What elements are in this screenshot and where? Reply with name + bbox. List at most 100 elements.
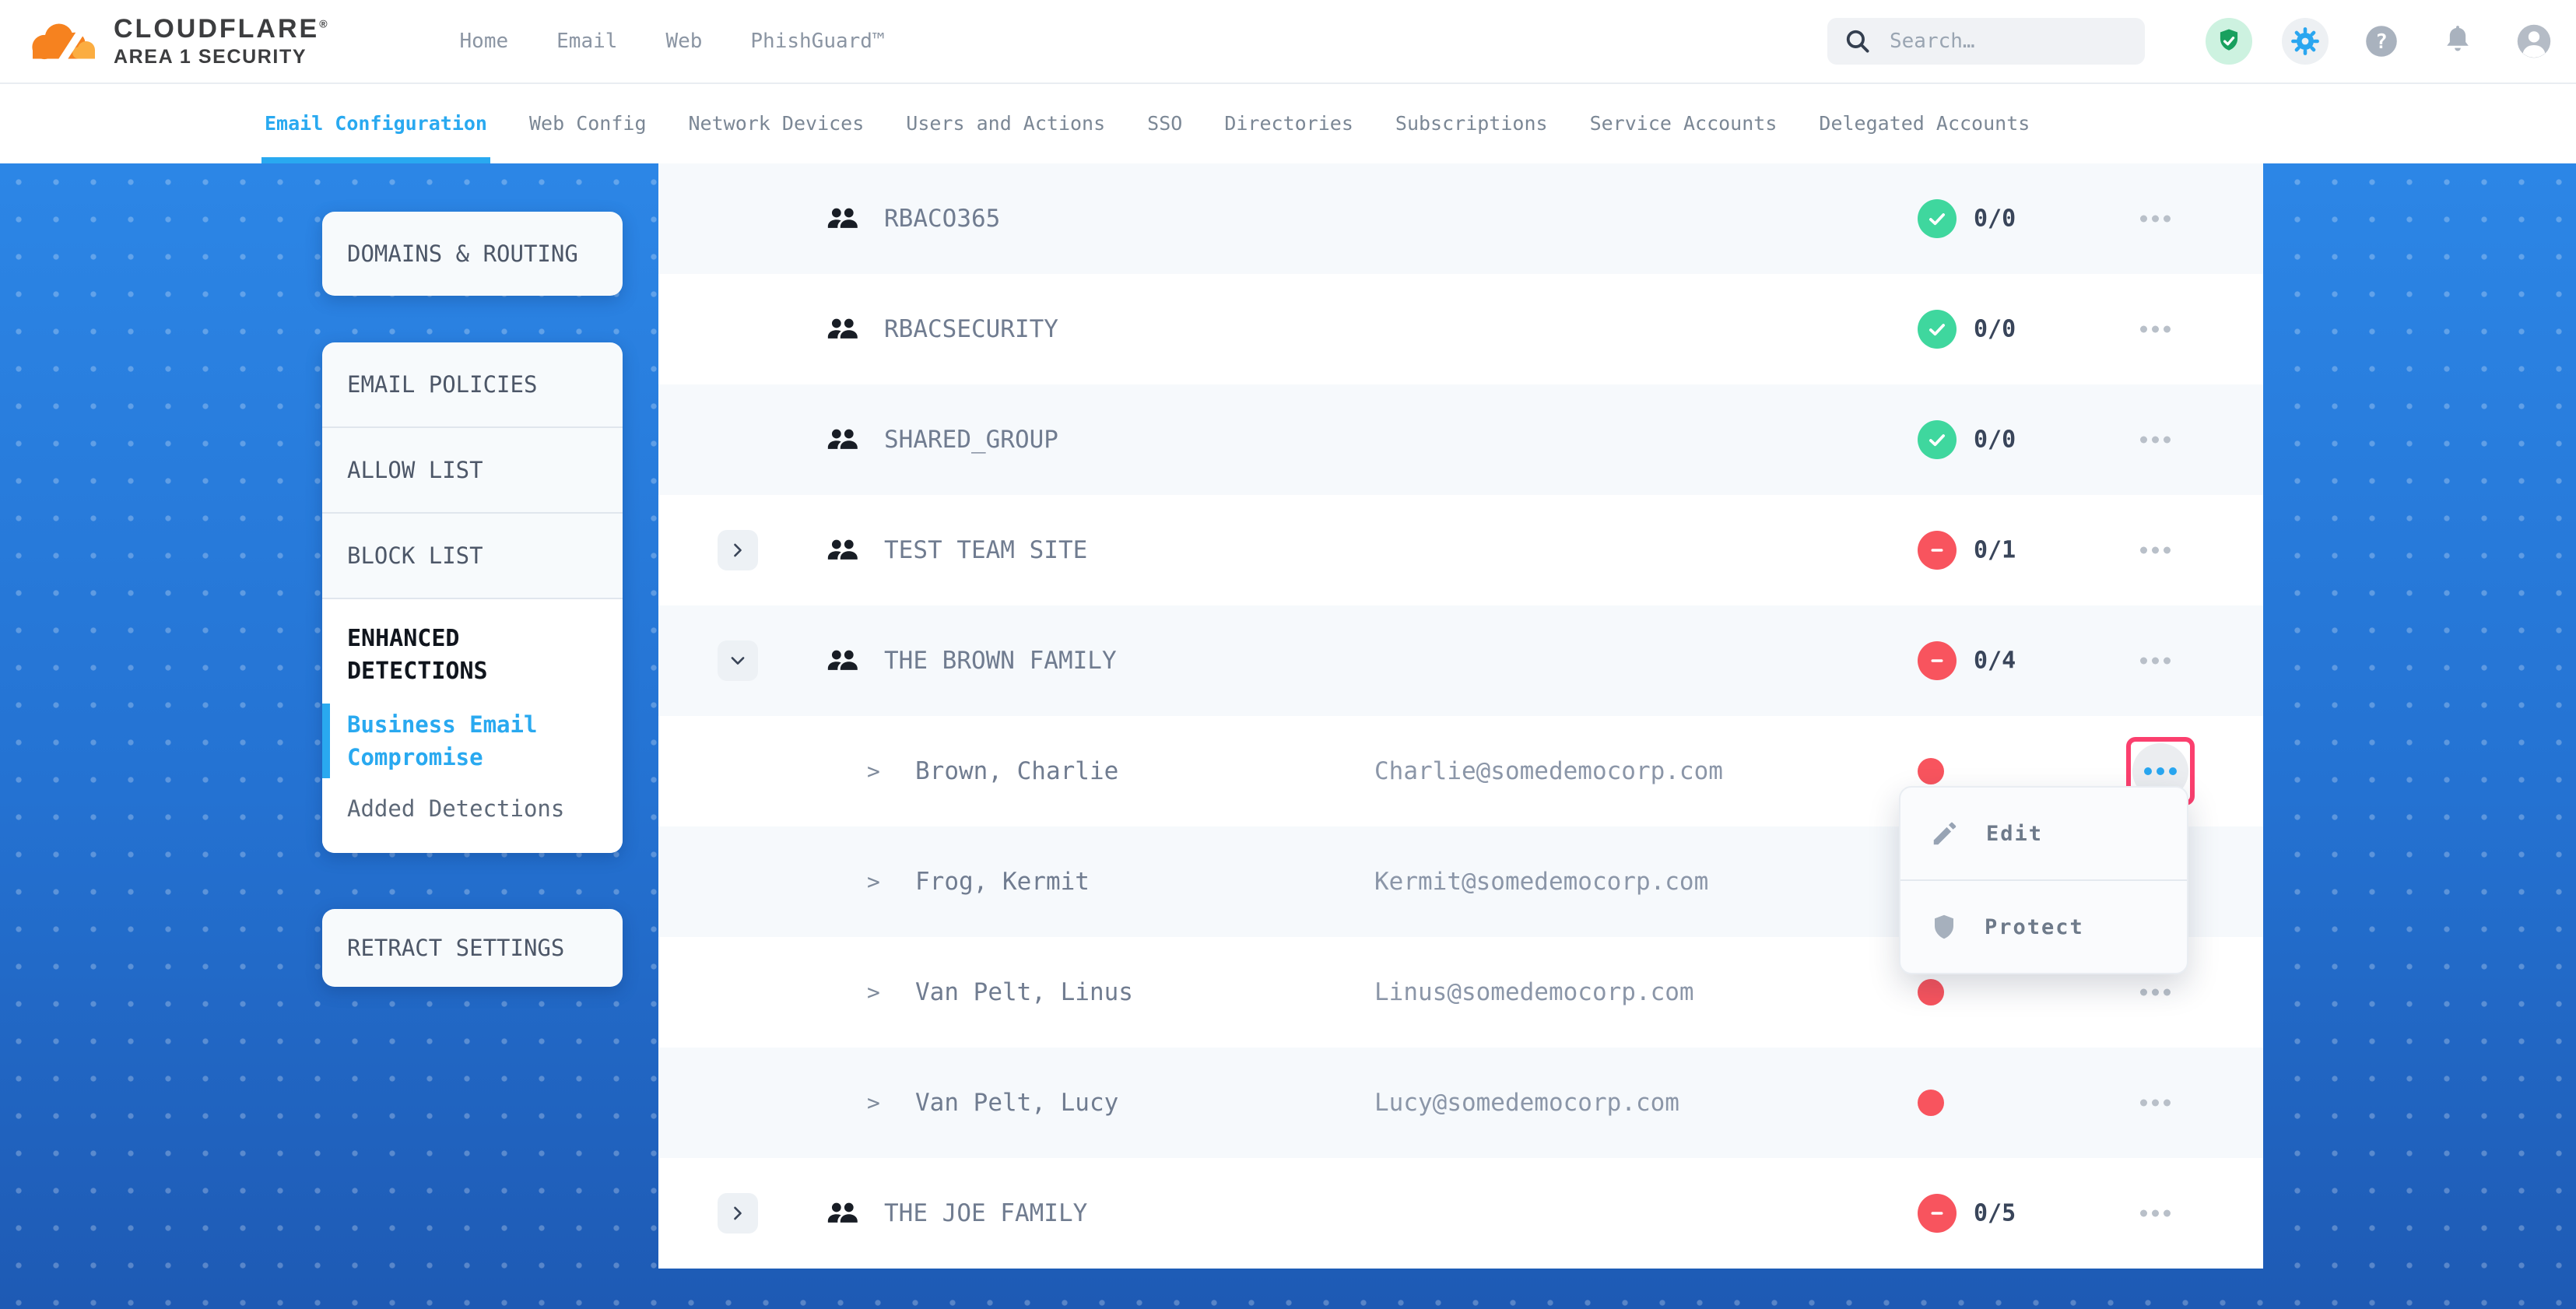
sidebar-item-retract-settings[interactable]: RETRACT SETTINGS (347, 935, 565, 961)
status-unprotected-icon (1918, 1194, 1957, 1233)
sidebar-item-domains-routing[interactable]: DOMAINS & ROUTING (347, 240, 578, 267)
group-name: RBACO365 (884, 205, 1001, 233)
tab-email-configuration[interactable]: Email Configuration (261, 84, 490, 163)
nav-home[interactable]: Home (459, 30, 509, 53)
account-avatar-icon[interactable] (2511, 18, 2557, 65)
settings-gear-icon[interactable] (2282, 18, 2329, 65)
groups-table: RBACO365 0/0 RBACSECURITY 0/0 SHARED_G (658, 163, 2263, 1269)
chevron-down-icon (731, 657, 745, 665)
status-unprotected-icon (1918, 641, 1957, 680)
status-protected-icon (1918, 199, 1957, 238)
tab-sso[interactable]: SSO (1147, 112, 1183, 135)
tab-users-and-actions[interactable]: Users and Actions (906, 112, 1106, 135)
row-menu-button[interactable] (2140, 325, 2171, 333)
chevron-right-icon (734, 543, 742, 557)
table-row: THE JOE FAMILY 0/5 (658, 1158, 2263, 1269)
member-email: Linus@somedemocorp.com (1374, 978, 1694, 1006)
sidebar-card-policies: EMAIL POLICIES ALLOW LIST BLOCK LIST ENH… (322, 342, 623, 853)
group-name: TEST TEAM SITE (884, 536, 1088, 564)
context-menu-item-protect[interactable]: Protect (1900, 879, 2187, 973)
tab-delegated-accounts[interactable]: Delegated Accounts (1819, 112, 2030, 135)
table-row: > Brown, Charlie Charlie@somedemocorp.co… (658, 716, 2263, 826)
chevron-right-icon (734, 1206, 742, 1220)
sidebar-item-enhanced-detections[interactable]: ENHANCED DETECTIONS (347, 625, 488, 685)
tab-directories[interactable]: Directories (1224, 112, 1353, 135)
sidebar-card-retract-settings[interactable]: RETRACT SETTINGS (322, 909, 623, 987)
sidebar-card-domains-routing[interactable]: DOMAINS & ROUTING (322, 212, 623, 296)
protected-count: 0/0 (1974, 426, 2016, 454)
member-chevron: > (867, 1090, 880, 1116)
header-actions: ? (1827, 0, 2557, 82)
row-menu-button[interactable] (2140, 436, 2171, 444)
table-row: SHARED_GROUP 0/0 (658, 384, 2263, 495)
nav-web[interactable]: Web (665, 30, 703, 53)
context-menu-edit-label: Edit (1986, 821, 2044, 846)
status-unprotected-icon (1918, 531, 1957, 570)
collapse-group-button[interactable] (718, 640, 758, 681)
sidebar-item-added-detections[interactable]: Added Detections (347, 795, 565, 822)
tab-subscriptions[interactable]: Subscriptions (1395, 112, 1548, 135)
svg-text:?: ? (2375, 30, 2388, 54)
status-unprotected-dot (1918, 758, 1944, 784)
member-name: Van Pelt, Lucy (915, 1089, 1119, 1117)
group-name: RBACSECURITY (884, 315, 1058, 343)
row-menu-button[interactable] (2140, 215, 2171, 223)
sidebar-item-business-email-compromise[interactable]: Business Email Compromise (322, 704, 598, 778)
row-context-menu: Edit Protect (1899, 786, 2188, 974)
member-email: Kermit@somedemocorp.com (1374, 868, 1709, 896)
tab-service-accounts[interactable]: Service Accounts (1589, 112, 1778, 135)
cloudflare-cloud-icon (32, 19, 95, 65)
top-header: CLOUDFLARE® AREA 1 SECURITY Home Email W… (0, 0, 2576, 84)
table-row: RBACSECURITY 0/0 (658, 274, 2263, 384)
protected-count: 0/5 (1974, 1199, 2016, 1227)
expand-group-button[interactable] (718, 530, 758, 570)
row-menu-button[interactable] (2140, 1099, 2171, 1107)
member-chevron: > (867, 979, 880, 1005)
pencil-icon (1933, 822, 1957, 845)
group-people-icon (826, 427, 861, 452)
brand-title: CLOUDFLARE (114, 14, 320, 44)
table-row: RBACO365 0/0 (658, 163, 2263, 274)
sidebar-item-block-list[interactable]: BLOCK LIST (322, 514, 623, 599)
tab-web-config[interactable]: Web Config (528, 112, 647, 135)
search-input[interactable] (1886, 28, 2095, 54)
protected-count: 0/0 (1974, 205, 2016, 233)
status-protected-icon (1918, 420, 1957, 459)
nav-email[interactable]: Email (556, 30, 618, 53)
context-menu-item-edit[interactable]: Edit (1900, 788, 2187, 879)
table-row: TEST TEAM SITE 0/1 (658, 495, 2263, 605)
config-tabs: Email Configuration Web Config Network D… (0, 84, 2576, 163)
row-menu-button[interactable] (2140, 546, 2171, 554)
sidebar-item-allow-list[interactable]: ALLOW LIST (322, 428, 623, 514)
row-menu-button[interactable] (2140, 988, 2171, 996)
status-unprotected-dot (1918, 1090, 1944, 1116)
search-box[interactable] (1827, 18, 2145, 65)
member-name: Brown, Charlie (915, 757, 1119, 785)
member-chevron: > (867, 869, 880, 895)
group-people-icon (826, 206, 861, 231)
notifications-bell-icon[interactable] (2434, 18, 2481, 65)
table-row: > Van Pelt, Linus Linus@somedemocorp.com (658, 937, 2263, 1048)
search-icon (1846, 30, 1869, 53)
member-name: Frog, Kermit (915, 868, 1090, 896)
sidebar-item-email-policies[interactable]: EMAIL POLICIES (322, 342, 623, 428)
row-menu-button[interactable] (2140, 1209, 2171, 1217)
group-people-icon (826, 317, 861, 342)
shield-check-icon[interactable] (2206, 18, 2252, 65)
help-icon[interactable]: ? (2358, 18, 2405, 65)
tab-network-devices[interactable]: Network Devices (688, 112, 865, 135)
member-email: Lucy@somedemocorp.com (1374, 1089, 1679, 1117)
group-people-icon (826, 1201, 861, 1226)
status-protected-icon (1918, 310, 1957, 349)
row-menu-button[interactable] (2140, 657, 2171, 665)
registered-mark: ® (319, 17, 328, 30)
expand-group-button[interactable] (718, 1193, 758, 1234)
brand-subtitle: AREA 1 SECURITY (114, 45, 307, 68)
brand-text: CLOUDFLARE® AREA 1 SECURITY (114, 14, 328, 68)
nav-phishguard[interactable]: PhishGuard™ (750, 30, 885, 53)
cloudflare-logo[interactable]: CLOUDFLARE® AREA 1 SECURITY (25, 14, 328, 68)
group-name: SHARED_GROUP (884, 426, 1058, 454)
sidebar-section-enhanced-detections: ENHANCED DETECTIONS Business Email Compr… (322, 599, 623, 853)
protected-count: 0/1 (1974, 536, 2016, 564)
